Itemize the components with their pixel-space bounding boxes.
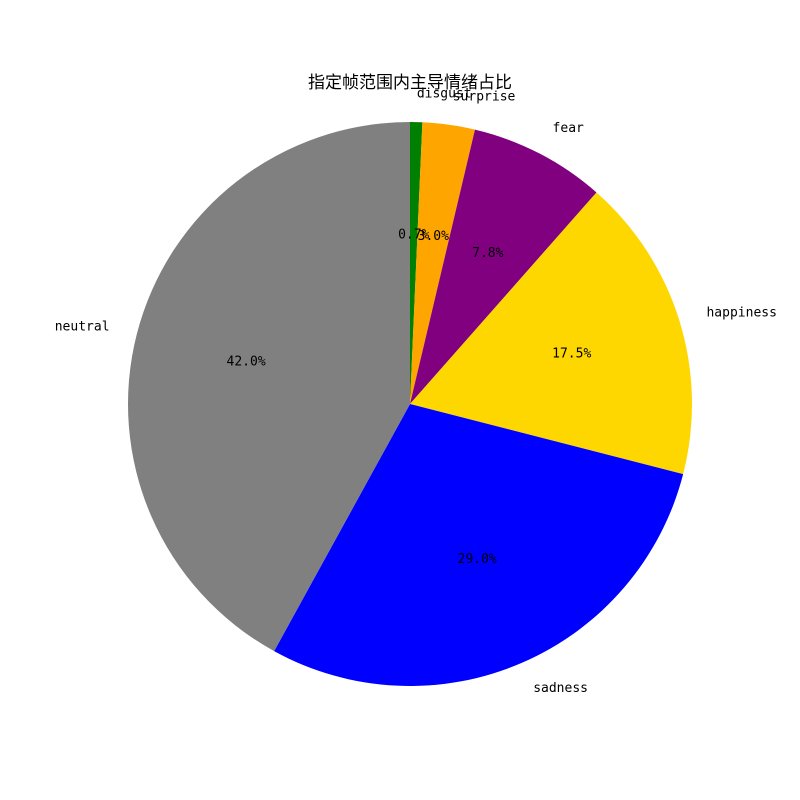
slice-label-surprise: surprise xyxy=(453,89,516,104)
pie-slice-disgust xyxy=(410,122,423,404)
slice-label-neutral: neutral xyxy=(55,319,110,334)
slice-label-disgust: disgust xyxy=(417,86,472,101)
slice-label-sadness: sadness xyxy=(533,681,588,696)
pie-slice-fear xyxy=(410,129,597,404)
pie-slice-happiness xyxy=(410,192,692,475)
slice-percent-surprise: 3.0% xyxy=(418,229,449,244)
slice-percent-fear: 7.8% xyxy=(472,246,503,261)
slice-percent-sadness: 29.0% xyxy=(458,552,497,567)
pie-slices xyxy=(128,122,692,686)
pie-slice-sadness xyxy=(274,404,684,686)
slice-percent-happiness: 17.5% xyxy=(552,347,591,362)
pie-labels: disgust 0.7% surprise 3.0% fear 7.8% happiness… xyxy=(55,86,777,696)
chart-title: 指定帧范围内主导情绪占比 xyxy=(308,73,512,93)
pie-slice-neutral xyxy=(128,122,411,652)
slice-percent-disgust: 0.7% xyxy=(398,227,429,242)
slice-label-fear: fear xyxy=(553,121,584,136)
slice-percent-neutral: 42.0% xyxy=(227,354,266,369)
slice-label-happiness: happiness xyxy=(706,305,776,320)
pie-slice-surprise xyxy=(410,122,475,405)
